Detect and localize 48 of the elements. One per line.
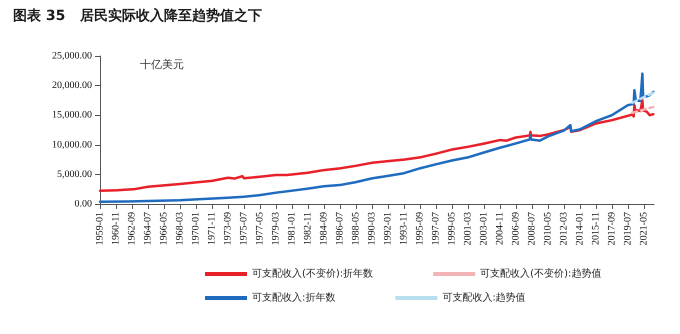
legend-label: 可支配收入(不变价):趋势值: [480, 268, 602, 280]
x-tick-label: 1968-03: [174, 212, 186, 246]
x-tick-label: 1960-11: [110, 212, 122, 245]
x-tick-label: 2001-03: [462, 212, 474, 246]
x-tick-label: 2014-01: [574, 212, 586, 246]
chart-title: 图表 35 居民实际收入降至趋势值之下: [13, 7, 262, 24]
x-tick-label: 1979-03: [270, 212, 282, 246]
x-tick-label: 2008-07: [526, 212, 538, 246]
x-tick-label: 1993-11: [398, 212, 410, 245]
x-tick-label: 1992-01: [382, 212, 394, 246]
x-tick-label: 1962-09: [126, 212, 138, 246]
x-tick-label: 2019-07: [622, 212, 634, 246]
x-tick-label: 1982-11: [302, 212, 314, 245]
x-tick-label: 2006-09: [510, 212, 522, 246]
y-tick-label: 5,000.00: [57, 168, 92, 180]
x-tick-label: 2015-11: [590, 212, 602, 245]
x-tick-label: 1986-07: [334, 212, 346, 246]
x-tick-label: 1981-01: [286, 212, 298, 246]
legend-label: 可支配收入:趋势值: [442, 292, 526, 304]
x-tick-label: 1971-11: [206, 212, 218, 245]
x-tick-label: 2004-11: [494, 212, 506, 245]
x-tick-label: 2012-03: [558, 212, 570, 246]
y-tick-label: 20,000.00: [52, 80, 92, 92]
x-tick-label: 1970-01: [190, 212, 202, 246]
x-tick-label: 2017-09: [606, 212, 618, 246]
x-tick-label: 2003-01: [478, 212, 490, 246]
y-tick-label: 15,000.00: [52, 110, 92, 121]
y-tick-label: 25,000.00: [52, 50, 92, 62]
y-tick-label: 10,000.00: [52, 139, 92, 150]
x-tick-label: 1984-09: [318, 212, 330, 246]
x-tick-label: 1977-05: [254, 212, 266, 246]
legend-label: 可支配收入:折年数: [252, 292, 336, 304]
x-tick-label: 1995-09: [414, 212, 426, 246]
line-series: [98, 98, 655, 192]
x-tick-label: 1973-09: [222, 212, 234, 246]
legend-label: 可支配收入(不变价):折年数: [252, 268, 374, 280]
x-tick-label: 1999-05: [446, 212, 458, 246]
x-tick-label: 1975-07: [238, 212, 250, 246]
x-tick-label: 2010-05: [542, 212, 554, 246]
x-tick-label: 1966-05: [158, 212, 170, 246]
x-tick-label: 2021-05: [638, 212, 650, 246]
x-tick-label: 1959-01: [94, 212, 106, 246]
x-tick-label: 1997-07: [430, 212, 442, 246]
x-tick-label: 1990-03: [366, 212, 378, 246]
x-tick-label: 1964-07: [142, 212, 154, 246]
y-axis-title: 十亿美元: [140, 58, 184, 71]
x-tick-label: 1988-05: [350, 212, 362, 246]
y-tick-label: 0.00: [74, 198, 92, 210]
